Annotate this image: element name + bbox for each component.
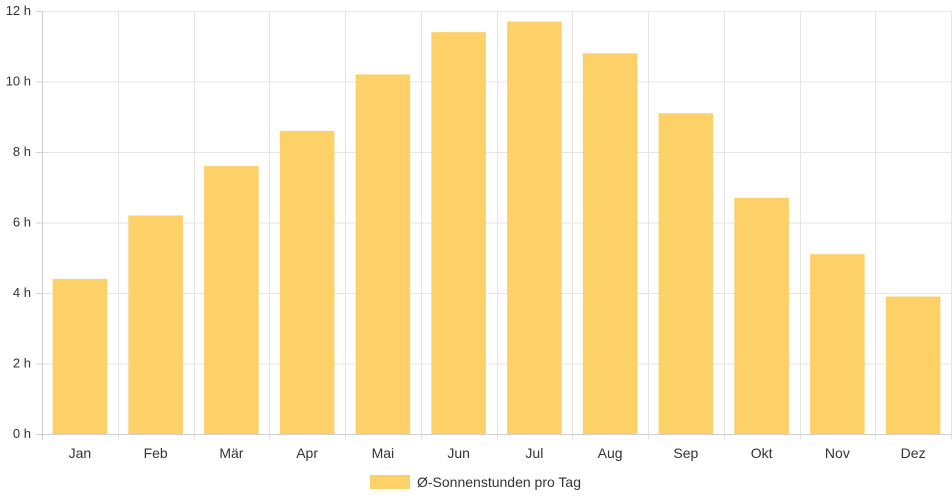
bar-mai[interactable]	[355, 74, 411, 434]
bar-sep[interactable]	[658, 113, 714, 434]
x-tick-label: Feb	[144, 445, 168, 461]
x-tick-label: Jun	[447, 445, 470, 461]
x-tick-label: Nov	[825, 445, 850, 461]
bar-aug[interactable]	[582, 53, 638, 435]
legend-swatch[interactable]	[370, 475, 410, 489]
y-tick-label: 2 h	[13, 356, 31, 371]
x-tick-label: Dez	[901, 445, 926, 461]
x-tick-label: Apr	[296, 445, 318, 461]
bar-jun[interactable]	[431, 32, 486, 435]
y-tick-label: 6 h	[13, 215, 31, 230]
grid	[42, 11, 952, 440]
x-tick-label: Aug	[598, 445, 623, 461]
bar-jan[interactable]	[52, 278, 108, 434]
x-tick-label: Jan	[69, 445, 92, 461]
bar-apr[interactable]	[279, 130, 335, 434]
bar-dez[interactable]	[885, 296, 941, 434]
bar-mär[interactable]	[204, 166, 259, 434]
bar-nov[interactable]	[810, 254, 865, 434]
bar-okt[interactable]	[734, 197, 789, 434]
y-tick-label: 12 h	[6, 3, 31, 18]
y-tick-label: 4 h	[13, 285, 31, 300]
y-tick-label: 8 h	[13, 144, 31, 159]
bar-feb[interactable]	[128, 215, 183, 434]
x-tick-label: Sep	[673, 445, 698, 461]
bars	[52, 21, 941, 435]
legend-label[interactable]: Ø-Sonnenstunden pro Tag	[417, 474, 581, 490]
axes: 0 h 2 h 4 h 6 h 8 h 10 h 12 h Jan Feb Mär Apr Mai Ju…	[6, 3, 926, 461]
bar-jul[interactable]	[507, 21, 562, 434]
y-tick-label: 10 h	[6, 74, 31, 89]
x-tick-label: Okt	[751, 445, 773, 461]
x-tick-label: Mai	[372, 445, 395, 461]
x-tick-label: Jul	[525, 445, 543, 461]
x-tick-label: Mär	[219, 445, 243, 461]
legend[interactable]: Ø-Sonnenstunden pro Tag	[370, 474, 581, 490]
y-tick-label: 0 h	[13, 426, 31, 441]
